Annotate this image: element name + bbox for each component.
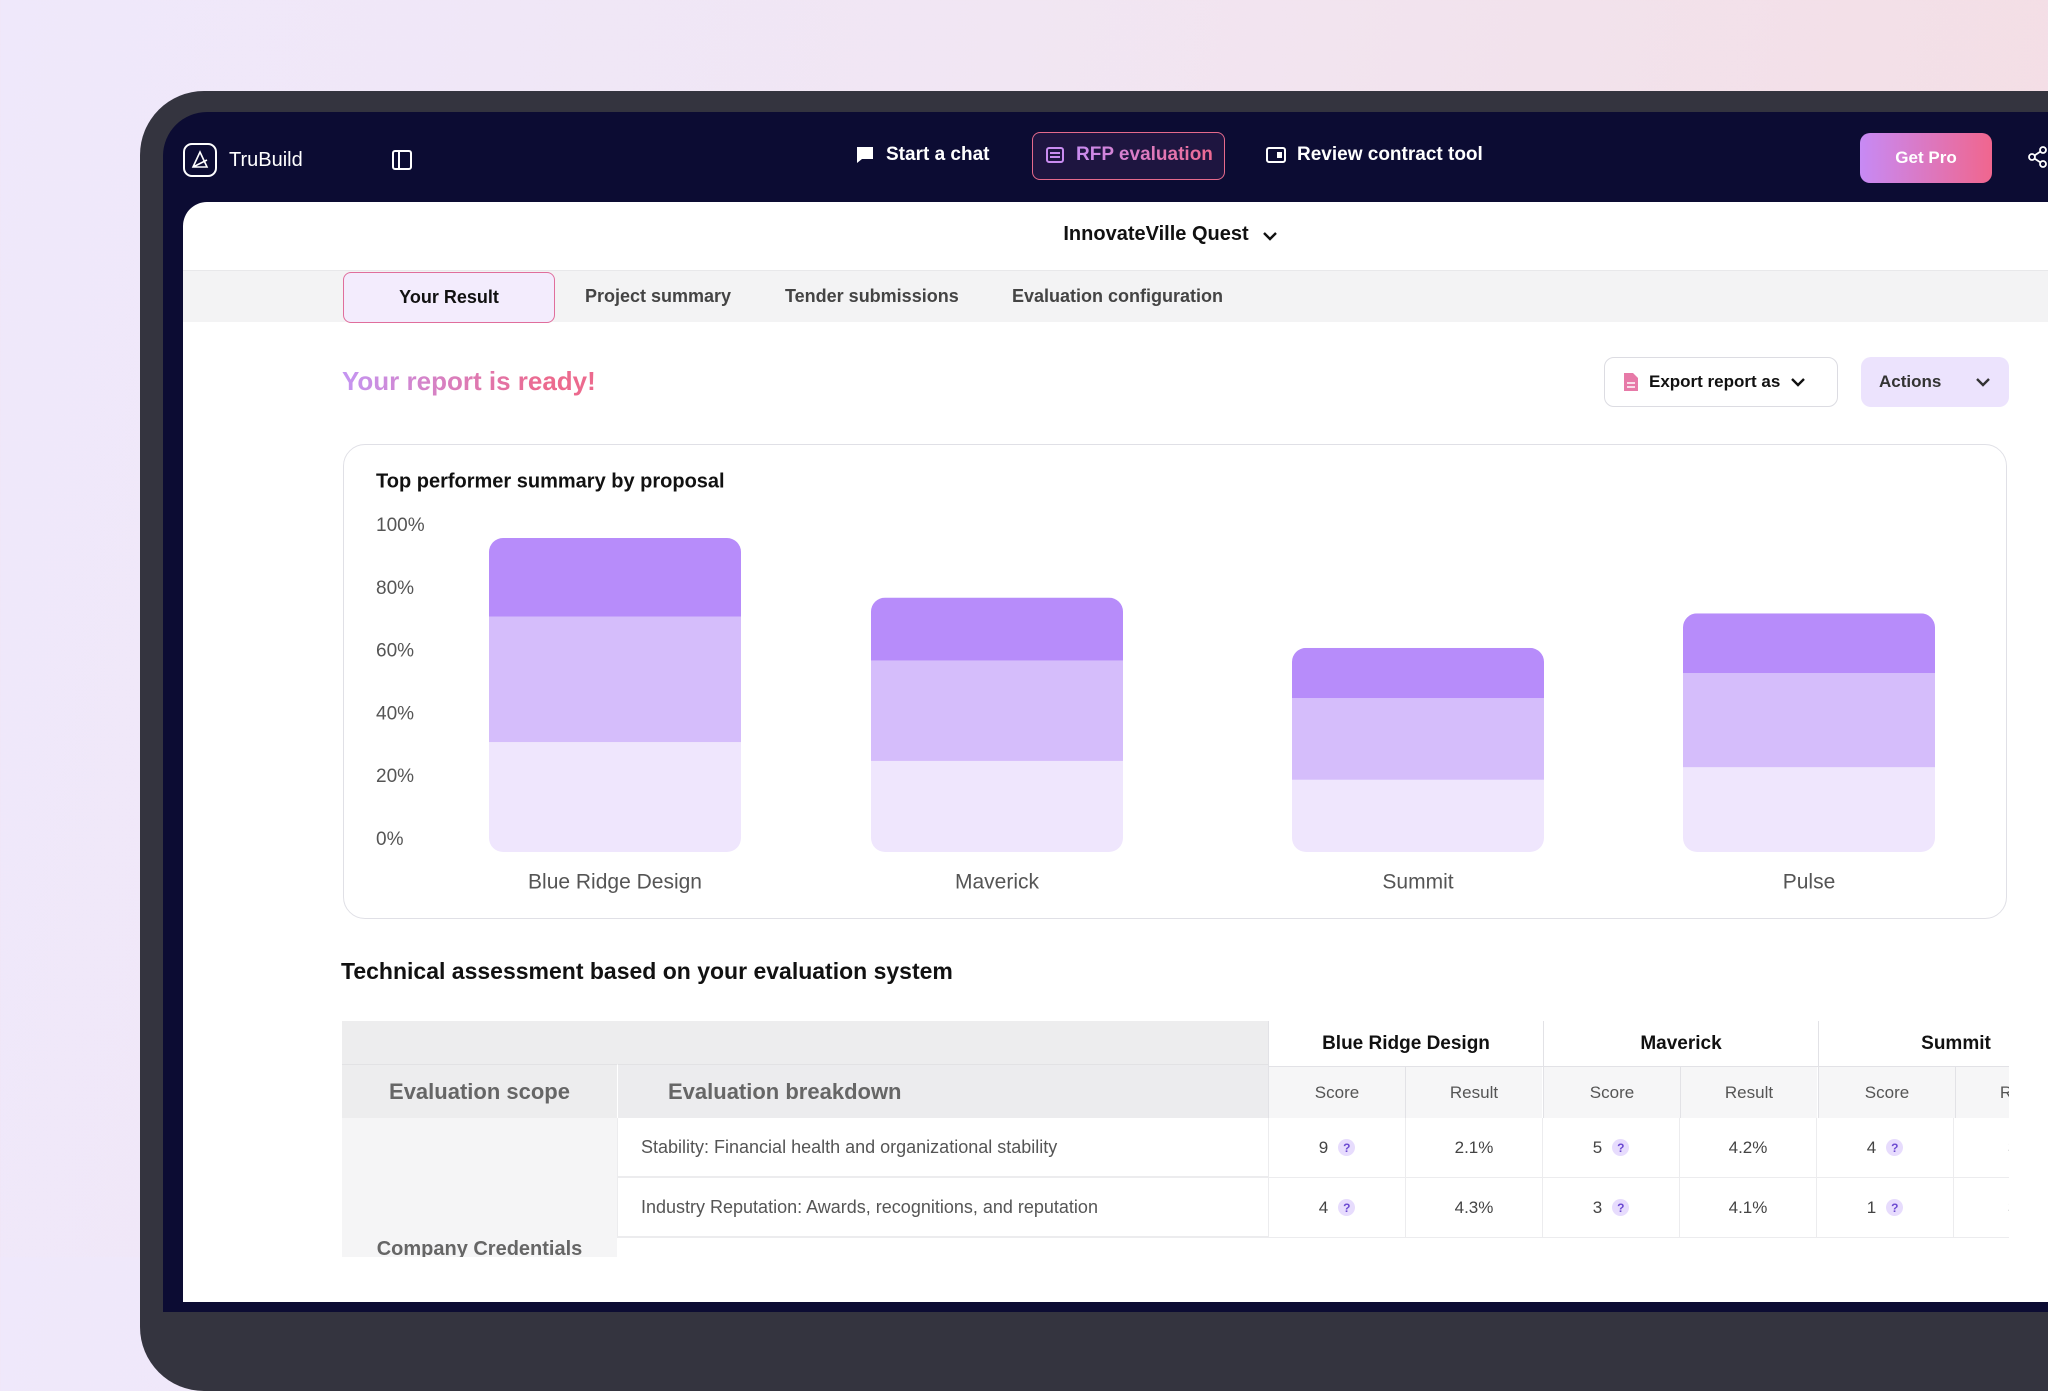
tab-active[interactable]: Your Result: [343, 272, 555, 323]
result-cell: 2.1%: [1405, 1118, 1542, 1178]
tab[interactable]: Project summary: [585, 286, 732, 306]
cell-value: 4.1%: [1728, 1197, 1768, 1217]
chart-title: Top performer summary by proposal: [376, 470, 725, 492]
score-cell: 3?: [1542, 1178, 1679, 1238]
cell-value: 3: [2008, 1198, 2009, 1218]
cell-value: 4: [1318, 1197, 1329, 1217]
contract-icon: [1266, 147, 1286, 163]
bar-segment: [1683, 673, 1935, 768]
share-icon[interactable]: [2026, 146, 2048, 168]
bar-segment: [1683, 767, 1935, 852]
bar-segment: [871, 597, 1123, 661]
help-icon[interactable]: ?: [1612, 1199, 1630, 1216]
export-label: Export report as: [1649, 372, 1781, 391]
y-tick-label: 0%: [376, 829, 404, 850]
chat-icon: [857, 147, 873, 163]
breakdown-cell: Industry Reputation: Awards, recognition…: [617, 1178, 1268, 1238]
sidebar-toggle[interactable]: [392, 150, 412, 170]
sub-header: Score: [1543, 1067, 1680, 1118]
vendor-header: Summit: [1818, 1021, 2009, 1067]
bar-segment: [489, 616, 741, 743]
brand-name: TruBuild: [229, 149, 303, 171]
status-heading: Your report is ready!: [342, 366, 596, 396]
chevron: [1791, 378, 1806, 387]
cell-value: 5: [1592, 1137, 1603, 1157]
nav-item[interactable]: Review contract tool: [1297, 144, 1483, 165]
help-icon[interactable]: ?: [1886, 1139, 1904, 1156]
result-cell: 3: [1953, 1178, 2009, 1238]
brand-logo: [183, 143, 217, 177]
bar-segment: [1292, 647, 1544, 699]
result-cell: 4.2%: [1679, 1118, 1816, 1178]
actions-label: Actions: [1879, 372, 1942, 391]
rfp-icon: [1046, 147, 1064, 163]
nav-item[interactable]: Start a chat: [886, 144, 990, 165]
assessment-table: Evaluation scope Evaluation breakdown Comp…: [342, 1021, 2009, 1257]
actions-button[interactable]: Actions: [1861, 357, 2009, 407]
tab[interactable]: Evaluation configuration: [1012, 286, 1224, 306]
scope-header: Evaluation scope: [342, 1064, 617, 1118]
project-title[interactable]: InnovateVille Quest: [1063, 223, 1249, 245]
bar-segment: [871, 660, 1123, 761]
x-tick-label: Summit: [1382, 871, 1453, 894]
nav-item[interactable]: RFP evaluation: [1076, 142, 1213, 168]
cell-value: 4.2%: [1728, 1137, 1768, 1157]
nav-active[interactable]: [1032, 132, 1225, 180]
y-tick-label: 60%: [376, 641, 414, 662]
x-tick-label: Pulse: [1783, 871, 1836, 894]
score-cell: 1?: [1816, 1178, 1953, 1238]
cell-value: 3: [1592, 1197, 1603, 1217]
bar-segment: [1292, 779, 1544, 852]
y-tick-label: 100%: [376, 515, 425, 536]
sub-header: Result: [1955, 1067, 2009, 1118]
scope-cell: [342, 1118, 617, 1257]
score-cell: 5?: [1542, 1118, 1679, 1178]
result-cell: 3: [1953, 1118, 2009, 1178]
help-icon[interactable]: ?: [1338, 1139, 1356, 1156]
score-cell: 4?: [1816, 1118, 1953, 1178]
sub-header: Result: [1680, 1067, 1817, 1118]
chevron: [1976, 378, 1990, 387]
cell-value: 2.1%: [1454, 1137, 1494, 1157]
vendor-header: Blue Ridge Design: [1268, 1021, 1543, 1067]
result-cell: 4.3%: [1405, 1178, 1542, 1238]
result-cell: 4.1%: [1679, 1178, 1816, 1238]
x-tick-label: Blue Ridge Design: [528, 871, 702, 894]
score-cell: 4?: [1268, 1178, 1405, 1238]
cell-value: 3: [2008, 1138, 2009, 1158]
sub-header: Result: [1405, 1067, 1542, 1118]
help-icon[interactable]: ?: [1612, 1139, 1630, 1156]
bar-segment: [489, 538, 741, 617]
tab[interactable]: Tender submissions: [785, 286, 959, 306]
score-cell: 9?: [1268, 1118, 1405, 1178]
y-tick-label: 20%: [376, 766, 414, 787]
table-title: Technical assessment based on your evalu…: [341, 958, 953, 984]
bar-segment: [1683, 613, 1935, 674]
help-icon[interactable]: ?: [1338, 1199, 1356, 1216]
bar-segment: [1292, 698, 1544, 780]
y-tick-label: 40%: [376, 703, 414, 724]
breakdown-cell: Stability: Financial health and organiza…: [617, 1118, 1268, 1178]
breakdown-header: Evaluation breakdown: [617, 1064, 1268, 1118]
bar-segment: [489, 742, 741, 852]
y-tick-label: 80%: [376, 578, 414, 599]
sub-header: Score: [1268, 1067, 1405, 1118]
vendor-header: Maverick: [1543, 1021, 1818, 1067]
file-icon: [1624, 373, 1638, 391]
bar-segment: [871, 760, 1123, 852]
scope-label: Company Credentials: [376, 1237, 583, 1258]
get-pro-button[interactable]: Get Pro: [1860, 133, 1992, 183]
chevron: [1263, 232, 1277, 241]
x-tick-label: Maverick: [955, 871, 1040, 894]
chart: Top performer summary by proposal 0% 20% 4…: [376, 470, 1935, 894]
export-button[interactable]: Export report as: [1604, 357, 1838, 407]
cell-value: 9: [1318, 1137, 1329, 1157]
help-icon[interactable]: ?: [1886, 1199, 1904, 1216]
cell-value: 4.3%: [1454, 1197, 1494, 1217]
cell-value: 4: [1866, 1137, 1877, 1157]
sub-header: Score: [1818, 1067, 1955, 1118]
cell-value: 1: [1866, 1197, 1877, 1217]
